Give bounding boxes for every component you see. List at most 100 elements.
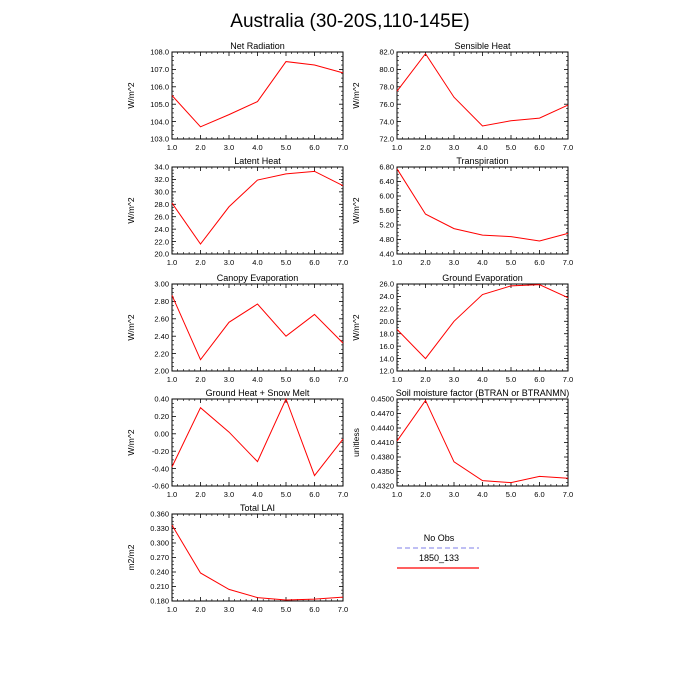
y-tick-label: 72.0 [379,135,394,144]
y-tick-label: 0.4470 [371,409,394,418]
x-tick-label: 7.0 [563,258,573,267]
x-tick-label: 1.0 [167,490,177,499]
panel-1: Net Radiation W/m^2 1.0 2.0 3.0 4.0 5.0 6.0 7.0 1… [126,41,348,152]
y-axis-label: unitless [351,428,361,457]
x-tick-label: 6.0 [309,143,319,152]
legend-label: No Obs [424,533,455,543]
x-tick-label: 7.0 [338,258,348,267]
y-tick-label: 103.0 [150,135,169,144]
x-tick-label: 7.0 [338,143,348,152]
y-tick-label: 0.300 [150,539,169,548]
y-tick-label: 2.00 [154,367,169,376]
panel-title: Ground Evaporation [442,273,523,283]
x-tick-label: 1.0 [167,143,177,152]
y-axis-label: W/m^2 [126,314,136,340]
x-tick-label: 2.0 [420,490,430,499]
y-tick-label: 0.210 [150,582,169,591]
x-tick-label: 5.0 [281,490,291,499]
x-tick-label: 6.0 [309,605,319,614]
series-line [171,170,344,245]
plot-frame [171,51,344,140]
x-tick-label: 7.0 [338,490,348,499]
y-tick-label: 2.40 [154,332,169,341]
y-tick-label: 0.00 [154,430,169,439]
series-line [171,397,344,477]
panel-5: Canopy Evaporation W/m^2 1.0 2.0 3.0 4.0 5.0 6.… [126,273,348,384]
x-tick-label: 6.0 [534,375,544,384]
legend: No Obs 1850_133 [397,533,479,569]
y-tick-label: 0.4440 [371,424,394,433]
y-tick-label: 106.0 [150,83,169,92]
y-tick-label: 2.20 [154,349,169,358]
y-tick-label: 0.240 [150,568,169,577]
panel-title: Ground Heat + Snow Melt [206,388,310,398]
y-axis-label: W/m^2 [126,82,136,108]
y-tick-label: 28.0 [154,200,169,209]
x-tick-label: 1.0 [167,375,177,384]
x-tick-label: 4.0 [252,375,262,384]
y-tick-label: 0.360 [150,510,169,519]
x-tick-label: 3.0 [224,143,234,152]
y-tick-label: 74.0 [379,117,394,126]
x-tick-label: 2.0 [420,258,430,267]
y-tick-label: 6.00 [379,192,394,201]
y-tick-label: 24.0 [379,292,394,301]
panel-6: Ground Evaporation W/m^2 1.0 2.0 3.0 4.0 5.0 6.… [351,273,573,384]
y-tick-label: 0.4380 [371,453,394,462]
y-tick-label: -0.20 [152,447,169,456]
y-axis-label: W/m^2 [351,314,361,340]
x-tick-label: 1.0 [392,258,402,267]
y-tick-label: 0.4350 [371,467,394,476]
x-tick-label: 5.0 [281,143,291,152]
plot-frame [171,513,344,602]
x-tick-label: 2.0 [195,143,205,152]
x-tick-label: 3.0 [224,258,234,267]
y-tick-label: 26.0 [154,212,169,221]
panel-grid: Net Radiation W/m^2 1.0 2.0 3.0 4.0 5.0 6.0 7.0 1… [126,41,573,614]
x-tick-label: 5.0 [281,605,291,614]
series-line [171,61,344,128]
y-axis-label: W/m^2 [126,429,136,455]
x-tick-label: 5.0 [506,258,516,267]
x-tick-label: 2.0 [420,375,430,384]
plot-frame [396,283,569,372]
figure-title: Australia (30-20S,110-145E) [230,11,469,32]
x-tick-label: 2.0 [195,490,205,499]
y-tick-label: 0.330 [150,524,169,533]
panel-8: Soil moisture factor (BTRAN or BTRANMN) u… [351,388,573,499]
x-tick-label: 1.0 [392,490,402,499]
x-tick-label: 4.0 [252,605,262,614]
y-tick-label: 20.0 [379,317,394,326]
x-tick-label: 4.0 [252,490,262,499]
y-tick-label: 0.4410 [371,438,394,447]
y-axis-label: m2/m2 [126,544,136,570]
y-axis-label: W/m^2 [351,82,361,108]
y-tick-label: 80.0 [379,65,394,74]
y-tick-label: 78.0 [379,83,394,92]
x-tick-label: 6.0 [534,258,544,267]
panel-title: Net Radiation [230,41,285,51]
y-tick-label: 4.40 [379,250,394,259]
x-tick-label: 3.0 [224,605,234,614]
panel-4: Transpiration W/m^2 1.0 2.0 3.0 4.0 5.0 6.0 7.0 4… [351,156,573,267]
y-tick-label: 32.0 [154,175,169,184]
y-axis-label: W/m^2 [351,197,361,223]
x-tick-label: 5.0 [506,490,516,499]
x-tick-label: 5.0 [506,375,516,384]
x-tick-label: 2.0 [195,605,205,614]
plot-frame [171,283,344,372]
series-line [171,295,344,361]
y-tick-label: 0.180 [150,597,169,606]
x-tick-label: 6.0 [534,143,544,152]
y-tick-label: 0.40 [154,395,169,404]
y-tick-label: 22.0 [154,237,169,246]
x-tick-label: 2.0 [195,375,205,384]
x-tick-label: 7.0 [563,143,573,152]
x-tick-label: 5.0 [506,143,516,152]
x-tick-label: 6.0 [309,375,319,384]
y-tick-label: 26.0 [379,280,394,289]
x-tick-label: 2.0 [195,258,205,267]
panel-title: Soil moisture factor (BTRAN or BTRANMN) [396,388,570,398]
x-tick-label: 7.0 [338,375,348,384]
x-tick-label: 1.0 [392,375,402,384]
